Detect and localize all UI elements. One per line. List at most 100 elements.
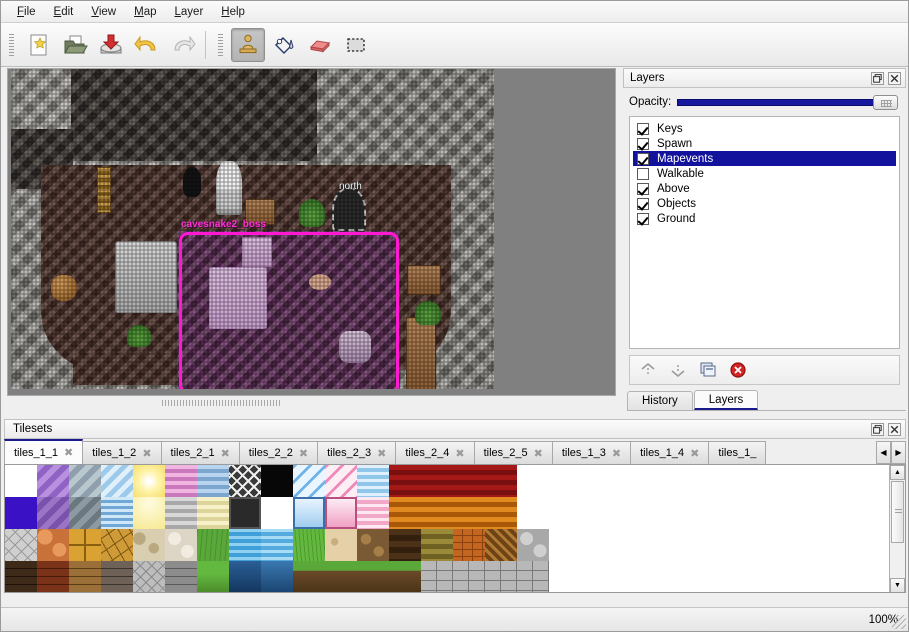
duplicate-layer-button[interactable]: [698, 360, 718, 380]
redo-button[interactable]: [166, 28, 200, 62]
tileset-tile[interactable]: [165, 497, 197, 529]
tileset-tile[interactable]: [389, 529, 421, 561]
tileset-tab-tiles_2_4[interactable]: tiles_2_4 ✖: [395, 441, 475, 464]
menu-file[interactable]: File: [17, 5, 36, 18]
tileset-grid[interactable]: [5, 465, 549, 592]
tileset-tile[interactable]: [37, 561, 69, 592]
tileset-tile[interactable]: [325, 497, 357, 529]
layer-visibility-checkbox[interactable]: [637, 167, 649, 180]
open-map-button[interactable]: [58, 28, 92, 62]
tileset-tile[interactable]: [421, 561, 453, 592]
tileset-tile[interactable]: [197, 529, 229, 561]
tileset-tile[interactable]: [5, 497, 37, 529]
tileset-tile[interactable]: [453, 465, 485, 497]
tileset-tile[interactable]: [197, 497, 229, 529]
tileset-tile[interactable]: [517, 465, 549, 497]
tileset-tab-tiles_2_2[interactable]: tiles_2_2 ✖: [238, 441, 319, 464]
layer-visibility-checkbox[interactable]: [637, 197, 649, 210]
tileset-tile[interactable]: [421, 497, 453, 529]
layer-row-walkable[interactable]: Walkable: [633, 166, 896, 181]
tileset-tile[interactable]: [325, 529, 357, 561]
undo-button[interactable]: [130, 28, 164, 62]
tileset-vertical-scrollbar[interactable]: ▲ ▼: [889, 465, 905, 592]
scroll-down-icon[interactable]: ▼: [890, 578, 905, 592]
scroll-up-icon[interactable]: ▲: [890, 465, 905, 480]
tileset-tile[interactable]: [37, 529, 69, 561]
tileset-tile[interactable]: [101, 465, 133, 497]
tileset-tile[interactable]: [357, 529, 389, 561]
opacity-slider[interactable]: [677, 94, 898, 110]
fill-tool-button[interactable]: [267, 28, 301, 62]
layer-row-spawn[interactable]: Spawn: [633, 136, 896, 151]
tileset-tile[interactable]: [261, 529, 293, 561]
tileset-tile[interactable]: [293, 497, 325, 529]
scroll-left-icon[interactable]: ◀: [876, 441, 891, 464]
layers-undock-button[interactable]: [871, 72, 884, 85]
tileset-tile[interactable]: [261, 465, 293, 497]
close-tab-icon[interactable]: ✖: [455, 447, 465, 460]
tileset-tile[interactable]: [453, 529, 485, 561]
tileset-tile[interactable]: [421, 529, 453, 561]
layers-close-button[interactable]: [888, 72, 901, 85]
tileset-tile[interactable]: [325, 465, 357, 497]
close-tab-icon[interactable]: ✖: [142, 447, 152, 460]
new-map-button[interactable]: [22, 28, 56, 62]
tileset-tile[interactable]: [133, 497, 165, 529]
tileset-tile[interactable]: [133, 561, 165, 592]
tileset-tile[interactable]: [357, 465, 389, 497]
tileset-tile[interactable]: [37, 465, 69, 497]
eraser-tool-button[interactable]: [303, 28, 337, 62]
tileset-tile[interactable]: [421, 465, 453, 497]
layer-visibility-checkbox[interactable]: [637, 212, 649, 225]
tileset-grid-container[interactable]: ▲ ▼: [4, 465, 906, 593]
tileset-tile[interactable]: [101, 497, 133, 529]
tilesets-close-button[interactable]: [888, 423, 901, 436]
resize-grip[interactable]: [892, 615, 906, 629]
tileset-tile[interactable]: [293, 529, 325, 561]
tileset-tile[interactable]: [293, 465, 325, 497]
tileset-scroll-thumb[interactable]: [891, 481, 904, 543]
tileset-tile[interactable]: [453, 497, 485, 529]
map-viewport[interactable]: north cavesnake2_boss: [7, 68, 616, 396]
tileset-tile[interactable]: [165, 529, 197, 561]
tileset-tab-tiles_1_1[interactable]: tiles_1_1 ✖: [4, 439, 84, 464]
close-tab-icon[interactable]: ✖: [220, 447, 230, 460]
tileset-tile[interactable]: [229, 561, 261, 592]
tileset-tile[interactable]: [325, 561, 357, 592]
tileset-tab-tiles_1_2[interactable]: tiles_1_2 ✖: [82, 441, 162, 464]
layer-row-above[interactable]: Above: [633, 181, 896, 196]
tileset-tile[interactable]: [485, 561, 517, 592]
tileset-tile[interactable]: [37, 497, 69, 529]
tileset-tab-tiles_1_4[interactable]: tiles_1_4 ✖: [630, 441, 710, 464]
tileset-tab-tiles_2_5[interactable]: tiles_2_5 ✖: [473, 441, 553, 464]
layer-visibility-checkbox[interactable]: [637, 182, 649, 195]
tileset-tab-tiles_1_5[interactable]: tiles_1_: [708, 441, 767, 464]
toolbar-drag-handle[interactable]: [7, 31, 16, 58]
tileset-tile[interactable]: [357, 561, 389, 592]
tileset-tile[interactable]: [69, 561, 101, 592]
close-tab-icon[interactable]: ✖: [298, 447, 309, 460]
layer-row-mapevents[interactable]: Mapevents: [633, 151, 896, 166]
tileset-tile[interactable]: [101, 529, 133, 561]
tileset-tile[interactable]: [485, 497, 517, 529]
tileset-tile[interactable]: [485, 465, 517, 497]
layer-visibility-checkbox[interactable]: [637, 122, 649, 135]
tools-drag-handle[interactable]: [216, 31, 225, 58]
tileset-tile[interactable]: [485, 529, 517, 561]
menu-layer[interactable]: Layer: [174, 5, 204, 18]
tileset-tile[interactable]: [389, 497, 421, 529]
tileset-tile[interactable]: [261, 497, 293, 529]
stamp-tool-button[interactable]: [231, 27, 265, 62]
tileset-tab-tiles_2_1[interactable]: tiles_2_1 ✖: [160, 441, 240, 464]
menu-help[interactable]: Help: [221, 5, 245, 18]
layer-row-objects[interactable]: Objects: [633, 196, 896, 211]
tileset-tile[interactable]: [69, 529, 101, 561]
layer-row-keys[interactable]: Keys: [633, 121, 896, 136]
layer-list[interactable]: Keys Spawn Mapevents Walkable Above Obje…: [629, 116, 900, 349]
tileset-tile[interactable]: [5, 465, 37, 497]
select-tool-button[interactable]: [339, 28, 373, 62]
menu-edit[interactable]: Edit: [53, 5, 74, 18]
save-map-button[interactable]: [94, 28, 128, 62]
tileset-tile[interactable]: [389, 561, 421, 592]
tileset-tile[interactable]: [133, 529, 165, 561]
